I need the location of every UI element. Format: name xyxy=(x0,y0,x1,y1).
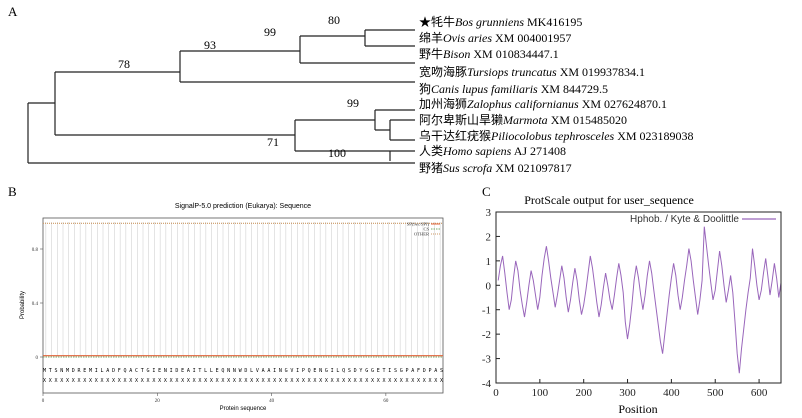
signalp-plot-frame xyxy=(42,217,444,394)
tree-branch-inner xyxy=(389,119,415,141)
protscale-y-tick-label: 3 xyxy=(486,207,492,219)
legend-label-sp: SP(Sec/SPI) xyxy=(407,222,430,227)
support-99: 99 xyxy=(264,25,276,39)
taxon-label: 野牛Bison XM 010834447.1 xyxy=(419,46,559,61)
support-values: 80 99 93 78 99 71 100 xyxy=(118,13,359,160)
taxon-label: 人类Homo sapiens AJ 271408 xyxy=(419,144,566,158)
tree-branch-71 xyxy=(294,119,390,152)
signalp-residue-gridlines xyxy=(45,222,441,357)
taxon-label: 绵羊Ovis aries XM 004001957 xyxy=(419,30,571,45)
signalp-y-tick-label: 0.8 xyxy=(32,248,39,253)
phylogenetic-tree-panel: A 80 99 93 78 99 71 100 ★牦牛Bos grunniens… xyxy=(8,4,694,175)
signalp-annotation-row: XXXXXXXXXXXXXXXXXXXXXXXXXXXXXXXXXXXXXXXX… xyxy=(43,378,443,384)
support-78: 78 xyxy=(118,57,130,71)
taxon-label: 宽吻海豚Tursiops truncatus XM 019937834.1 xyxy=(419,64,645,79)
panel-label-a: A xyxy=(8,4,18,19)
taxon-label: 狗Canis lupus familiaris XM 844729.5 xyxy=(419,82,608,96)
protscale-plot-frame xyxy=(495,211,782,384)
protscale-y-tick-label: 0 xyxy=(486,280,492,292)
signalp-sequence-row: MTSNMDREMILADFQACTGIENIDEAITLLEQNNWDLVAA… xyxy=(43,368,443,374)
tree-branch-80 xyxy=(364,29,415,47)
signalp-axes: 0 20 40 60 0 0.4 0.8 xyxy=(32,248,389,404)
signalp-xlabel: Protein sequence xyxy=(220,406,267,412)
taxon-label: 加州海狮Zalophus californianus XM 027624870.… xyxy=(419,96,667,111)
protscale-y-tick-label: 2 xyxy=(486,231,492,243)
signalp-y-tick-label: 0 xyxy=(36,356,39,361)
protscale-xlabel: Position xyxy=(618,402,657,416)
protscale-y-tick-label: -2 xyxy=(482,329,491,341)
support-80: 80 xyxy=(328,13,340,27)
protscale-y-tick-label: -4 xyxy=(482,378,492,390)
signalp-x-tick-label: 60 xyxy=(383,399,389,404)
signalp-x-tick-label: 0 xyxy=(42,399,45,404)
support-100: 100 xyxy=(328,146,346,160)
protscale-x-tick-label: 300 xyxy=(619,387,636,399)
signalp-series xyxy=(43,222,443,358)
tree-branch-100 xyxy=(389,150,415,161)
protscale-legend: Hphob. / Kyte & Doolittle xyxy=(630,214,776,225)
protscale-hydrophobicity-line xyxy=(497,226,782,374)
legend-label-other: OTHER xyxy=(414,232,429,237)
legend-label-cs: CS xyxy=(423,227,429,232)
taxon-label: 乌干达红疣猴Piliocolobus tephrosceles XM 02318… xyxy=(419,128,694,143)
tree-branch-93 xyxy=(179,50,415,83)
taxon-label: 野猪Sus scrofa XM 021097817 xyxy=(419,161,572,175)
support-71: 71 xyxy=(267,135,279,149)
signalp-x-tick-label: 20 xyxy=(155,399,161,404)
taxa-labels: ★牦牛Bos grunniens MK416195 绵羊Ovis aries X… xyxy=(419,14,694,175)
signalp-ylabel: Probability xyxy=(20,291,26,319)
tree-branches xyxy=(27,29,415,164)
protscale-x-tick-label: 0 xyxy=(493,387,499,399)
protscale-x-tick-label: 200 xyxy=(575,387,592,399)
tree-branch-99b xyxy=(374,109,415,131)
protscale-y-tick-label: 1 xyxy=(486,256,492,268)
signalp-y-tick-label: 0.4 xyxy=(32,302,39,307)
support-99-b: 99 xyxy=(347,96,359,110)
protscale-y-tick-label: -1 xyxy=(482,305,491,317)
protscale-x-tick-label: 100 xyxy=(532,387,549,399)
protscale-x-tick-label: 500 xyxy=(707,387,724,399)
tree-branch-99a xyxy=(299,35,415,64)
taxon-label: ★牦牛Bos grunniens MK416195 xyxy=(419,14,582,29)
signalp-legend: SP(Sec/SPI) CS OTHER xyxy=(407,222,440,237)
taxon-label: 阿尔卑斯山旱獭Marmota XM 015485020 xyxy=(419,112,627,127)
protscale-legend-label: Hphob. / Kyte & Doolittle xyxy=(630,214,739,225)
protscale-axes: 0 100 200 300 400 500 600 -4 -3 -2 -1 0 1 2 3 xyxy=(482,207,768,399)
protscale-y-tick-label: -3 xyxy=(482,354,492,366)
signalp-x-tick-label: 40 xyxy=(269,399,275,404)
tree-branch-78 xyxy=(54,71,295,136)
protscale-title: ProtScale output for user_sequence xyxy=(524,193,694,207)
tree-branch-root xyxy=(27,102,415,164)
protscale-x-tick-label: 600 xyxy=(751,387,768,399)
protscale-x-tick-label: 400 xyxy=(663,387,680,399)
support-93: 93 xyxy=(204,38,216,52)
signalp-title: SignalP-5.0 prediction (Eukarya): Sequen… xyxy=(175,203,311,210)
